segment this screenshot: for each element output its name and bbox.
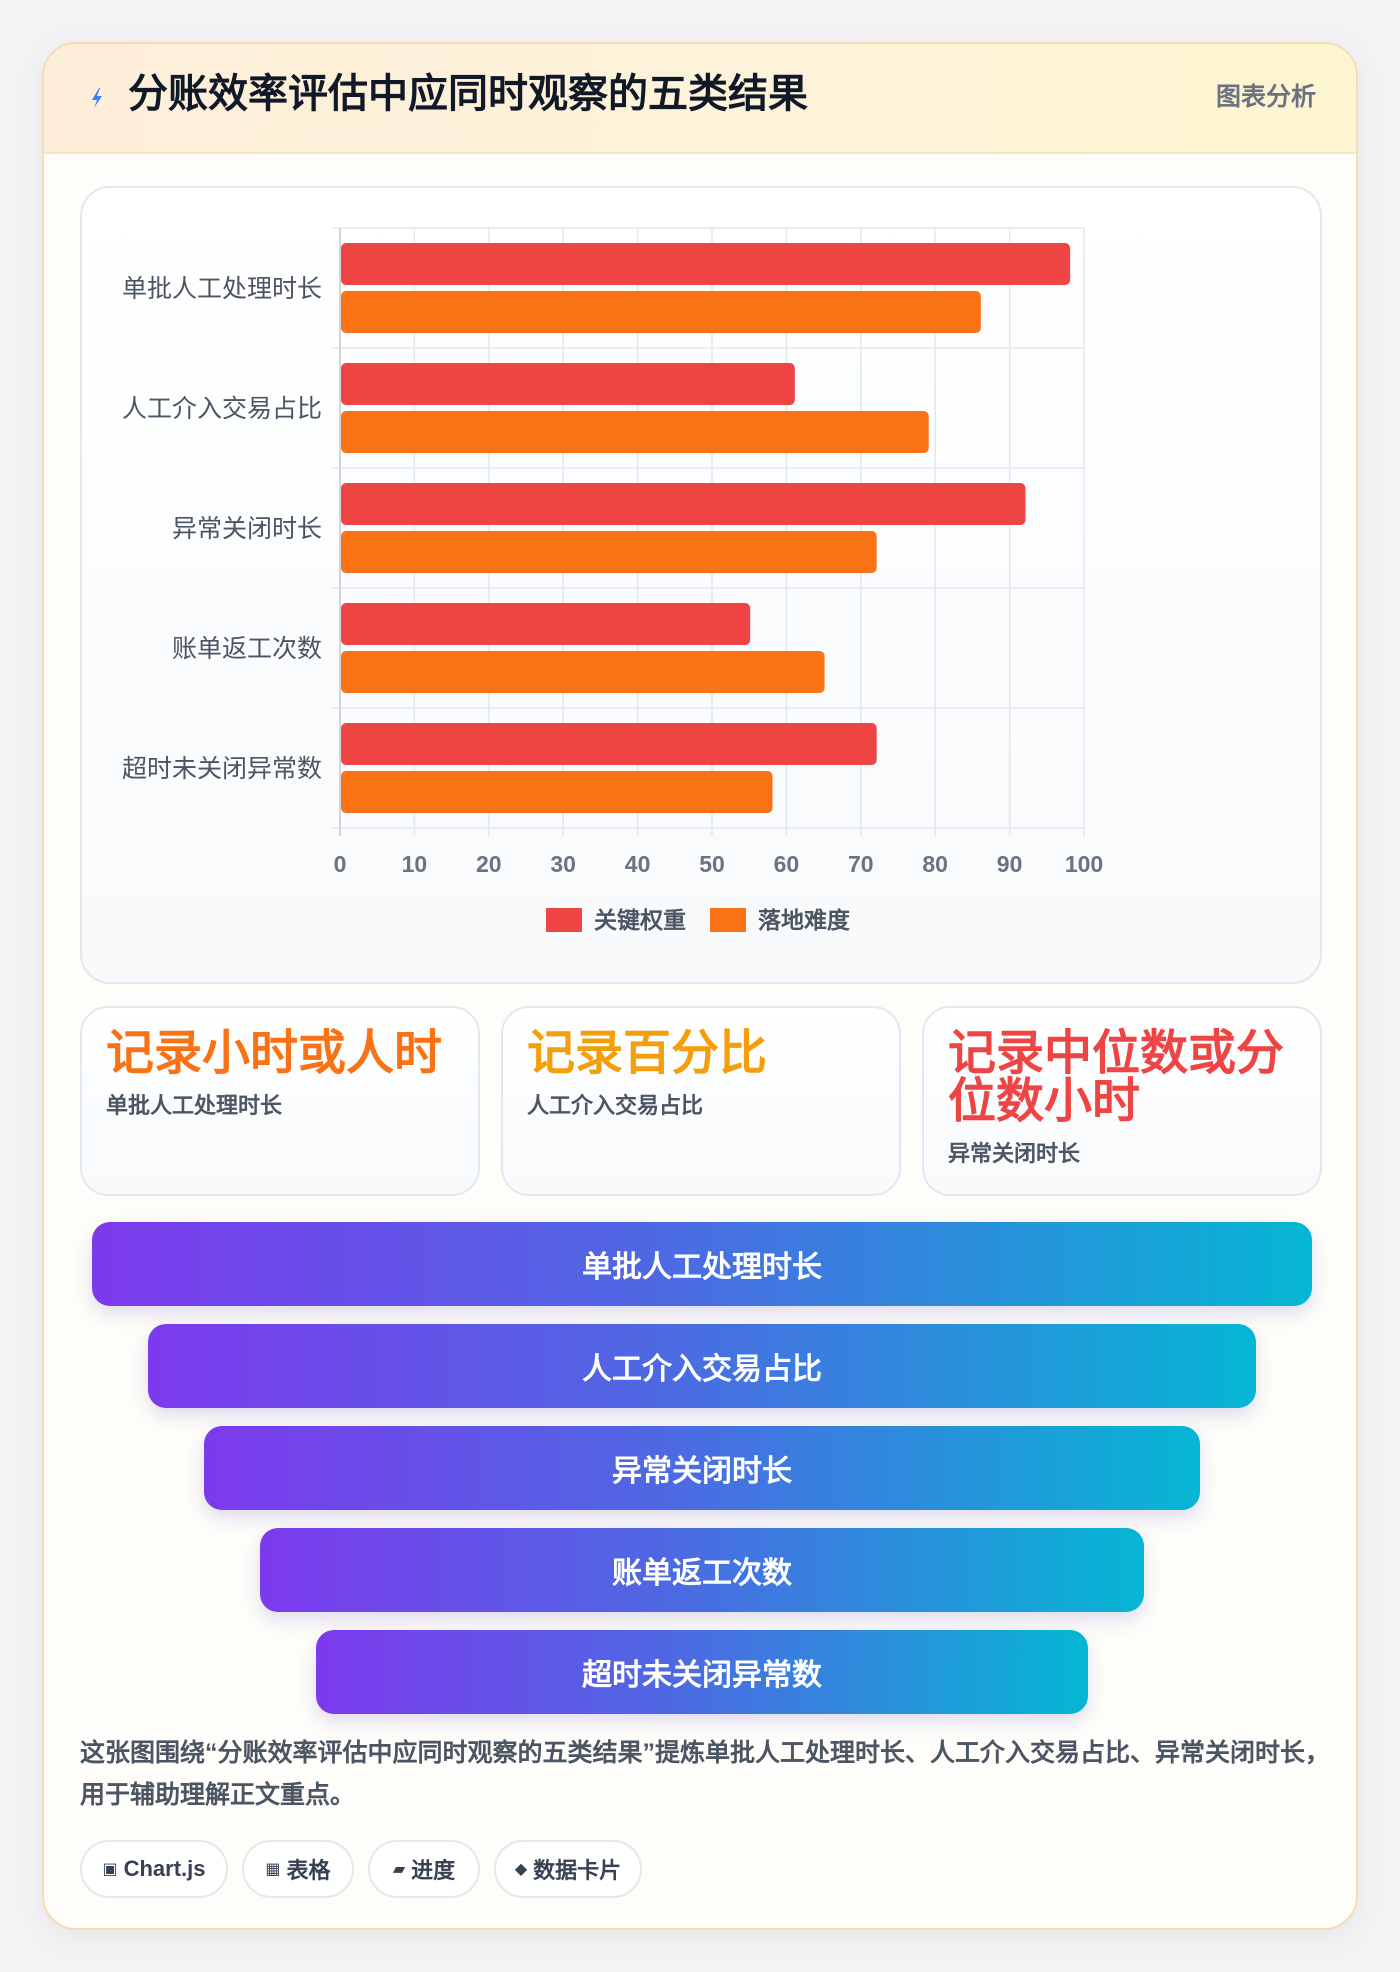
tag-progress[interactable]: ▰ 进度 <box>368 1840 480 1898</box>
figure-card: 分账效率评估中应同时观察的五类结果 图表分析 单批人工处理时长 人工介入交易占比异… <box>42 42 1358 1930</box>
stat-card-1: 记录小时或人时 单批人工处理时长 <box>80 1006 480 1196</box>
x-tick-label: 90 <box>997 851 1023 877</box>
x-tick-label: 80 <box>922 851 948 877</box>
category-label: 超时未关闭异常数 <box>122 755 322 783</box>
card-header: 分账效率评估中应同时观察的五类结果 图表分析 <box>44 44 1356 154</box>
funnel-step-4: 账单返工次数 <box>260 1528 1144 1612</box>
bar-difficulty-2 <box>341 411 929 453</box>
stat-value: 记录百分比 <box>527 1027 768 1080</box>
stat-value: 记录小时或人时 <box>106 1027 443 1080</box>
x-tick-label: 60 <box>774 851 800 877</box>
tag-label: Chart.js <box>123 1856 206 1881</box>
x-tick-label: 20 <box>476 851 502 877</box>
bar-weight-1 <box>341 243 1071 285</box>
tag-chartjs[interactable]: ▣ Chart.js <box>80 1840 228 1898</box>
chart-panel: 单批人工处理时长 人工介入交易占比异常关闭时长 账单返工次数超时未关闭异常数 0 10 2… <box>80 186 1322 984</box>
bar-difficulty-1 <box>341 291 981 333</box>
bar-difficulty-5 <box>341 771 773 813</box>
x-tick-label: 0 <box>334 851 347 877</box>
caption: 这张图围绕“分账效率评估中应同时观察的五类结果”提炼单批人工处理时长、人工介入交… <box>80 1739 1331 1809</box>
x-tick-label: 30 <box>550 851 576 877</box>
header-tag: 图表分析 <box>1215 83 1316 111</box>
tag-label: 进度 <box>411 1858 456 1883</box>
x-tick-label: 100 <box>1065 851 1103 877</box>
page-title: 分账效率评估中应同时观察的五类结果 <box>128 72 808 116</box>
category-label: 单批人工处理时长 <box>122 275 322 303</box>
x-tick-label: 40 <box>625 851 651 877</box>
data-card-icon: ◆ <box>514 1861 528 1878</box>
x-tick-label: 70 <box>848 851 874 877</box>
category-label: 异常关闭时长 <box>172 515 322 543</box>
legend-swatch <box>546 908 582 932</box>
stat-label: 异常关闭时长 <box>948 1141 1081 1166</box>
funnel-step-3: 异常关闭时长 <box>204 1426 1200 1510</box>
tag-label: 表格 <box>286 1858 331 1883</box>
category-label: 人工介入交易占比 <box>122 395 322 423</box>
stat-value: 记录中位数或分位数小时 <box>948 1027 1285 1128</box>
bar-difficulty-3 <box>341 531 877 573</box>
table-icon: ▦ <box>265 1861 281 1878</box>
funnel-step-1: 单批人工处理时长 <box>92 1222 1312 1306</box>
stat-label: 单批人工处理时长 <box>106 1093 283 1118</box>
chart-icon: ▣ <box>102 1861 118 1878</box>
legend-label: 关键权重 <box>594 907 686 933</box>
tag-table[interactable]: ▦ 表格 <box>242 1840 354 1898</box>
stat-card-3: 记录中位数或分位数小时 异常关闭时长 <box>922 1006 1322 1196</box>
funnel-step-2: 人工介入交易占比 <box>148 1324 1256 1408</box>
funnel-step-5: 超时未关闭异常数 <box>316 1630 1088 1714</box>
bar-difficulty-4 <box>341 651 825 693</box>
bar-weight-5 <box>341 723 877 765</box>
tag-label: 数据卡片 <box>533 1858 622 1883</box>
legend-swatch <box>710 908 746 932</box>
category-label: 账单返工次数 <box>172 635 322 663</box>
bar-weight-4 <box>341 603 751 645</box>
stat-cards: 记录小时或人时 单批人工处理时长 记录百分比 人工介入交易占比 记录中位数或分位… <box>80 1006 1322 1196</box>
lightning-icon <box>92 88 102 108</box>
legend-label: 落地难度 <box>758 907 851 933</box>
x-tick-label: 50 <box>699 851 725 877</box>
x-tick-label: 10 <box>402 851 428 877</box>
tag-data-card[interactable]: ◆ 数据卡片 <box>494 1840 642 1898</box>
funnel: 单批人工处理时长 人工介入交易占比 异常关闭时长 账单返工次数 超时未关闭异常数 <box>44 1222 1356 1722</box>
stat-label: 人工介入交易占比 <box>527 1093 704 1118</box>
progress-icon: ▰ <box>392 1861 406 1878</box>
bar-weight-3 <box>341 483 1026 525</box>
stat-card-2: 记录百分比 人工介入交易占比 <box>501 1006 901 1196</box>
bar-weight-2 <box>341 363 795 405</box>
